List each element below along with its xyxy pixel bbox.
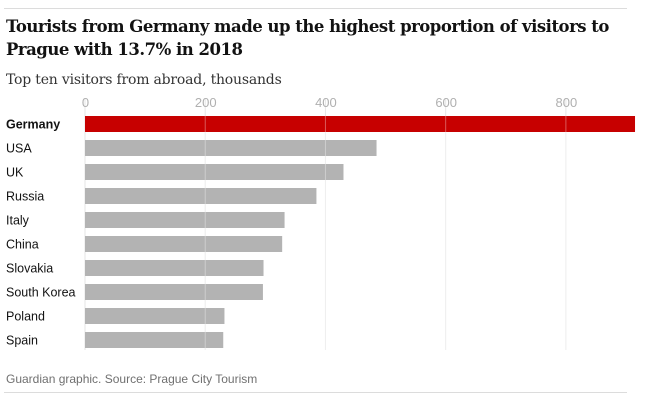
x-tick-label: 400 [315, 95, 337, 110]
category-label: Russia [6, 190, 44, 204]
x-tick-label: 800 [556, 95, 578, 110]
bar-usa [85, 140, 377, 156]
bars [85, 116, 636, 350]
category-labels: Germany USA UK Russia Italy China Slovakia Sout… [6, 118, 76, 348]
x-tick-label: 600 [435, 95, 457, 110]
bar-south-korea [85, 284, 263, 300]
chart-subtitle: Top ten visitors from abroad, thousands [6, 72, 282, 88]
category-label: UK [6, 166, 24, 180]
category-label: Slovakia [6, 262, 53, 276]
bar-russia [85, 188, 317, 204]
category-label: USA [6, 142, 32, 156]
category-label: South Korea [6, 286, 76, 300]
chart-title: Tourists from Germany made up the highes… [6, 17, 609, 59]
category-label: Germany [6, 118, 60, 132]
x-tick-label: 200 [195, 95, 217, 110]
source-note: Guardian graphic. Source: Prague City To… [6, 372, 258, 386]
category-label: Poland [6, 310, 45, 324]
bar-china [85, 236, 283, 252]
x-axis-ticks: 0 200 400 600 800 [82, 95, 577, 110]
category-label: China [6, 238, 39, 252]
x-tick-label: 0 [82, 95, 89, 110]
bar-poland [85, 308, 225, 324]
category-label: Spain [6, 334, 38, 348]
bar-spain [85, 332, 224, 348]
bar-germany [85, 116, 636, 132]
bar-chart: Germany USA UK Russia Italy China Slovakia Sout… [6, 95, 636, 350]
bar-uk [85, 164, 344, 180]
category-label: Italy [6, 214, 30, 228]
bottom-rule [4, 392, 627, 393]
top-rule [4, 8, 627, 9]
bar-slovakia [85, 260, 264, 276]
bar-italy [85, 212, 285, 228]
